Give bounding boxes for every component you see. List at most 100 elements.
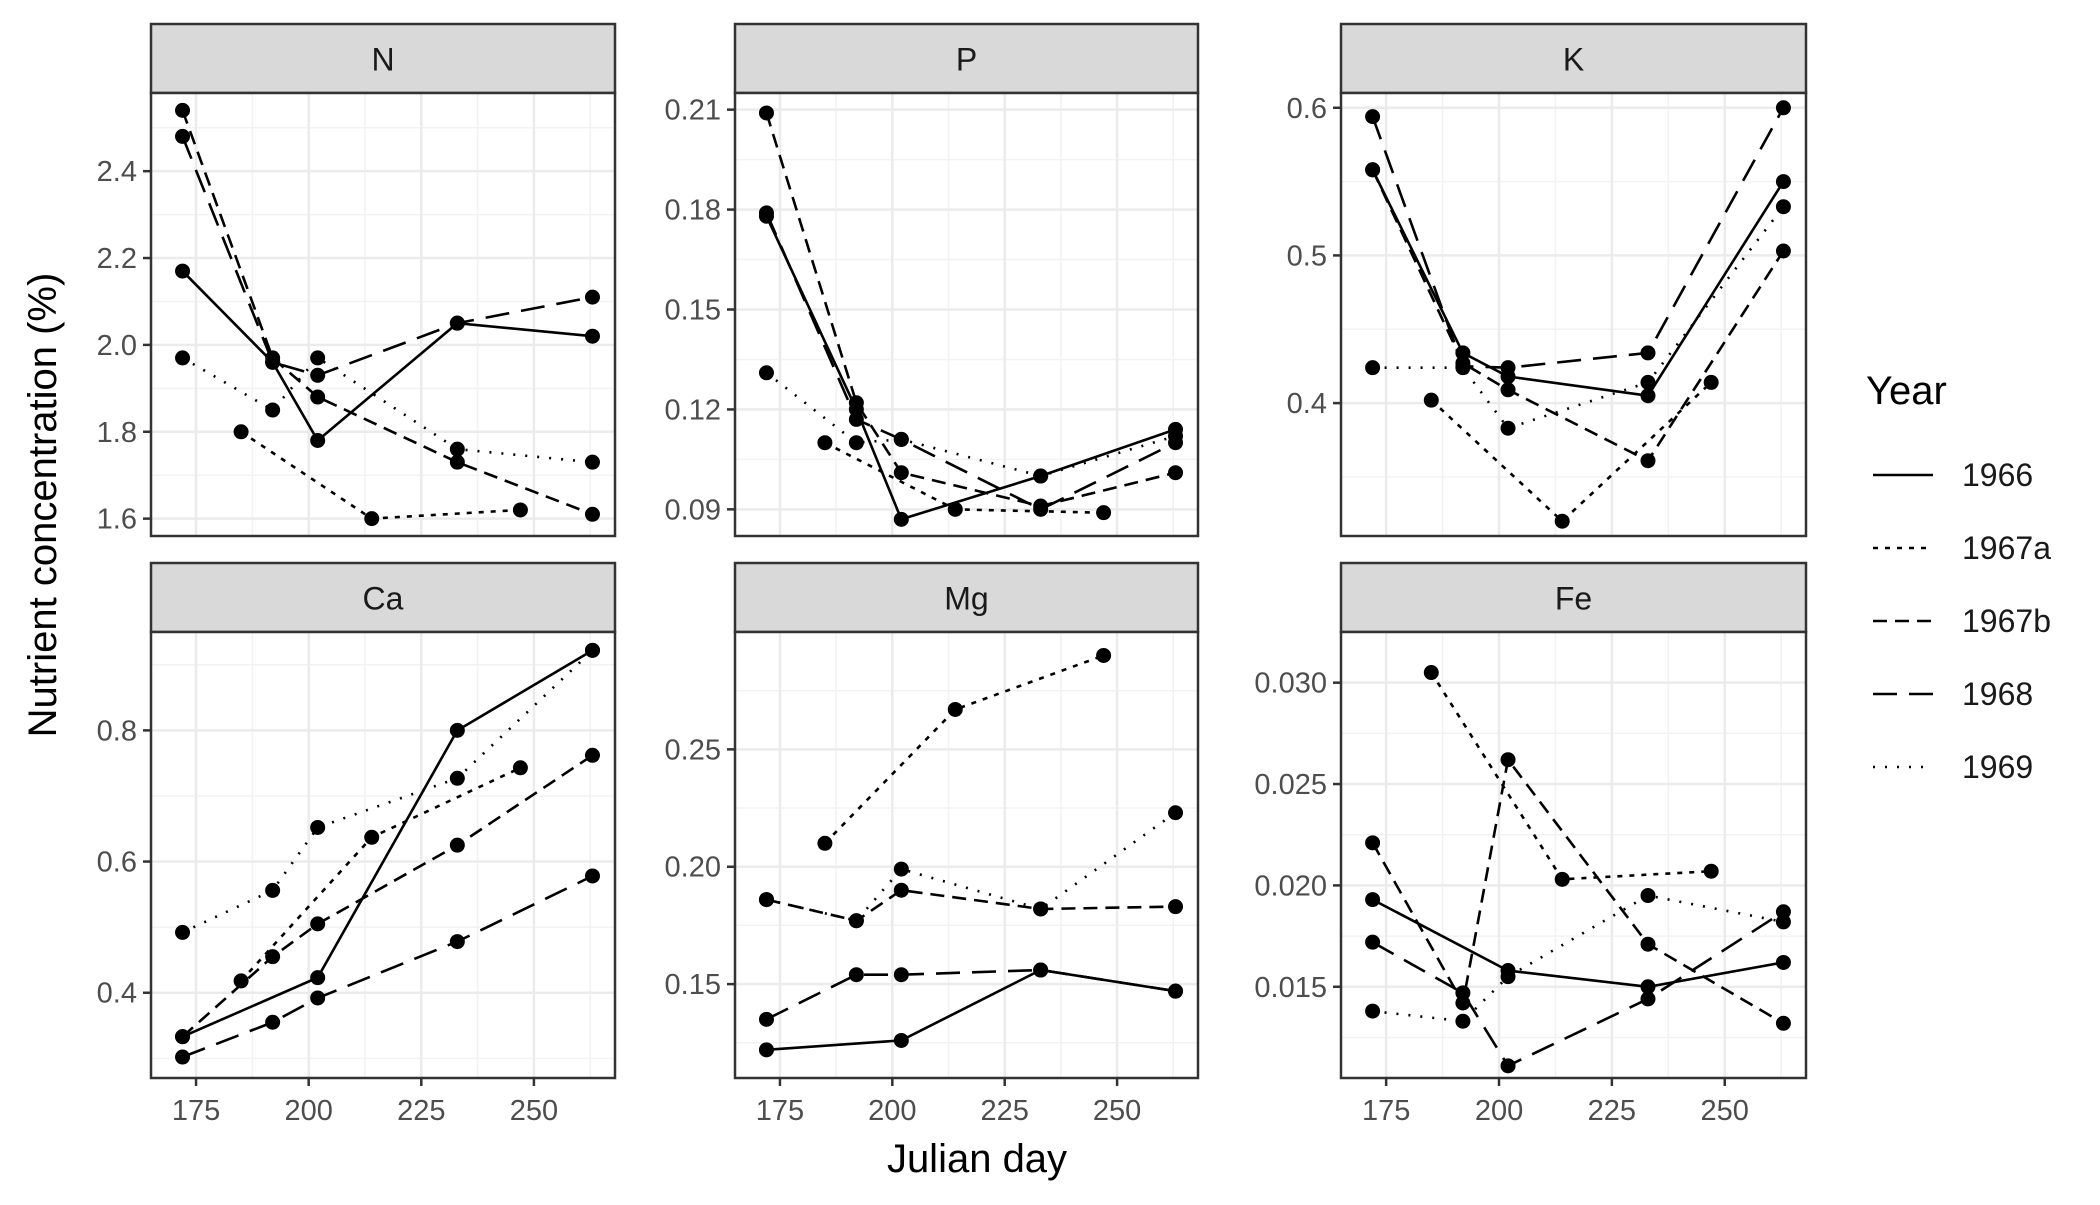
facet-strip <box>149 561 617 634</box>
data-point-1969 <box>1168 805 1184 821</box>
data-point-1967b <box>1168 899 1184 915</box>
x-tick-label: 225 <box>981 1095 1029 1127</box>
data-point-1968 <box>265 354 281 370</box>
series-line-1967a <box>1430 381 1713 523</box>
gridlines <box>151 93 615 536</box>
data-point-1967b <box>175 1029 191 1045</box>
x-tick-label: 175 <box>172 1095 220 1127</box>
data-point-1967a <box>512 502 528 518</box>
data-point-1969 <box>758 365 774 381</box>
data-point-1967b <box>848 395 864 411</box>
y-tick-label: 2.0 <box>97 330 137 362</box>
y-tick-label: 0.6 <box>97 847 137 879</box>
data-point-1966 <box>893 511 909 527</box>
data-point-1968 <box>893 967 909 983</box>
data-point-1967a <box>233 424 249 440</box>
data-point-1968 <box>1033 501 1049 517</box>
data-point-1967a <box>817 835 833 851</box>
data-point-1967b <box>310 389 326 405</box>
data-point-1969 <box>1365 360 1381 376</box>
data-point-1968 <box>175 128 191 144</box>
data-point-1967b <box>1640 453 1656 469</box>
y-tick-label: 0.25 <box>665 734 721 766</box>
data-point-1966 <box>758 1042 774 1058</box>
data-point-1967a <box>1423 392 1439 408</box>
data-point-1967b <box>1640 936 1656 952</box>
data-point-1966 <box>1455 345 1471 361</box>
data-point-1967a <box>1423 665 1439 681</box>
data-point-1969 <box>1640 888 1656 904</box>
x-tick-label: 200 <box>284 1095 332 1127</box>
data-point-1969 <box>1033 901 1049 917</box>
data-point-1966 <box>310 970 326 986</box>
data-point-1968 <box>449 934 465 950</box>
y-tick-label: 0.18 <box>665 195 721 227</box>
y-axis-title: Nutrient concentration (%) <box>21 273 65 738</box>
data-point-1968 <box>1500 360 1516 376</box>
facet-title: Mg <box>944 581 988 617</box>
y-tick-label: 0.020 <box>1254 870 1327 902</box>
panel-border <box>149 91 617 538</box>
data-point-1969 <box>175 350 191 366</box>
data-point-1969 <box>310 350 326 366</box>
panel-P: P 0.09 0.12 0.15 0.18 0.21 <box>665 22 1200 538</box>
y-tick-label: 0.4 <box>97 978 137 1010</box>
data-point-1966 <box>1640 979 1656 995</box>
panel-border <box>733 91 1200 538</box>
legend-label: 1967b <box>1962 603 2051 639</box>
data-point-1969 <box>758 892 774 908</box>
series-line-1969 <box>181 356 593 464</box>
data-point-1968 <box>848 967 864 983</box>
gridlines <box>1341 631 1806 1078</box>
x-tick-label: 250 <box>1701 1095 1749 1127</box>
facet-strip <box>1339 561 1808 634</box>
data-point-1969 <box>449 770 465 786</box>
data-point-1967a <box>947 501 963 517</box>
legend: 1966 1967a 1967b 1968 1969 <box>1873 457 2051 785</box>
y-tick-label: 1.8 <box>97 417 137 449</box>
series-line-1966 <box>181 649 594 1038</box>
data-point-1969 <box>1365 1003 1381 1019</box>
data-point-1967a <box>364 511 380 527</box>
data-point-1967a <box>233 973 249 989</box>
data-point-1967b <box>175 102 191 118</box>
data-point-1969 <box>848 435 864 451</box>
facet-strip <box>149 22 617 95</box>
panel-border <box>1339 630 1808 1080</box>
gridlines <box>735 632 1198 1078</box>
facet-panels: N 1.6 1.8 2.0 2.2 2.4 P 0.09 0.12 0.15 0.18 0.21 K 0.… <box>97 22 1808 1127</box>
data-point-1969 <box>1168 428 1184 444</box>
x-tick-label: 175 <box>756 1095 804 1127</box>
panel-background <box>735 632 1198 1078</box>
data-point-1969 <box>1455 1013 1471 1029</box>
data-point-1968 <box>310 990 326 1006</box>
data-point-1969 <box>449 441 465 457</box>
data-point-1969 <box>1455 360 1471 376</box>
data-point-1968 <box>1168 983 1184 999</box>
panel-border <box>149 630 617 1080</box>
data-point-1969 <box>1500 420 1516 436</box>
data-point-1967a <box>1096 505 1112 521</box>
x-axis-title: Julian day <box>887 1137 1067 1181</box>
data-point-1967a <box>817 435 833 451</box>
data-point-1967b <box>449 454 465 470</box>
data-point-1969 <box>893 431 909 447</box>
data-point-1969 <box>1033 468 1049 484</box>
data-point-1967a <box>1554 513 1570 529</box>
data-point-1968 <box>265 1014 281 1030</box>
data-point-1967a <box>1554 871 1570 887</box>
data-point-1967b <box>1500 382 1516 398</box>
data-point-1968 <box>1640 991 1656 1007</box>
data-point-1968 <box>584 868 600 884</box>
facet-title: P <box>956 42 977 78</box>
panel-Fe: Fe 0.015 0.020 0.025 0.030 175 200 225 250 <box>1254 561 1808 1127</box>
data-point-1968 <box>1500 1058 1516 1074</box>
y-tick-label: 0.20 <box>665 852 721 884</box>
y-tick-label: 0.21 <box>665 95 721 127</box>
x-tick-label: 225 <box>1588 1095 1636 1127</box>
data-point-1967a <box>947 701 963 717</box>
y-tick-label: 1.6 <box>97 504 137 536</box>
data-point-1968 <box>175 1049 191 1065</box>
